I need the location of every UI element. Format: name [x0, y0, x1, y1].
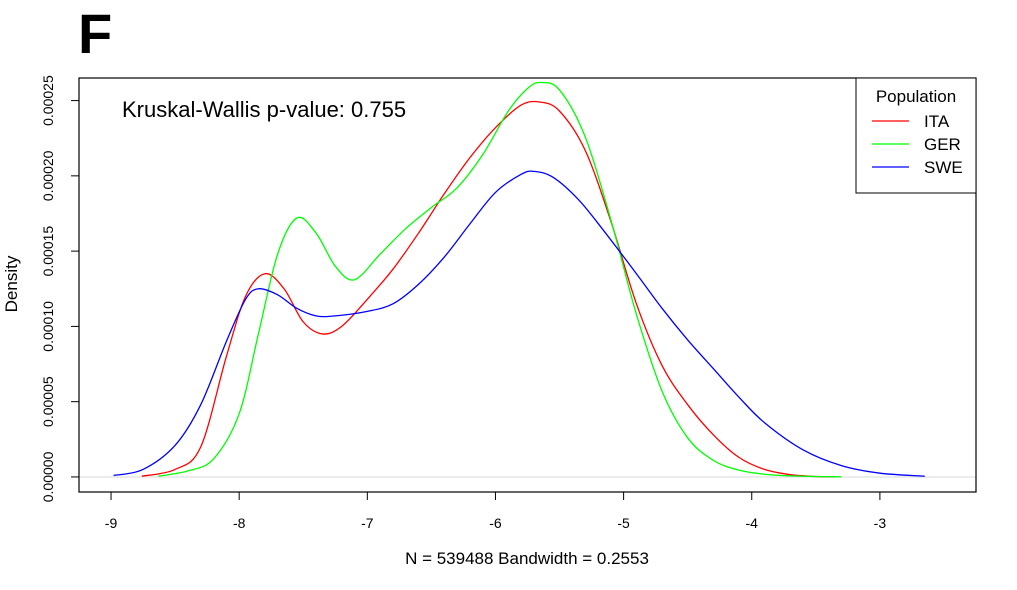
y-tick-label: 0.00025 [40, 75, 56, 126]
legend: Population ITA GER SWE [855, 77, 977, 194]
x-tick-label: -5 [617, 515, 630, 531]
y-tick-label: 0.00015 [40, 226, 56, 277]
x-tick-label: -9 [105, 515, 118, 531]
density-line-ger [158, 81, 842, 478]
y-axis-title: Density [2, 255, 21, 312]
legend-label-ita: ITA [924, 112, 950, 131]
legend-box [855, 77, 977, 194]
series-layer [113, 81, 925, 478]
kruskal-wallis-annotation: Kruskal-Wallis p-value: 0.755 [122, 97, 406, 122]
legend-title: Population [876, 87, 956, 106]
plot-border [78, 77, 977, 493]
x-tick-label: -8 [233, 515, 246, 531]
legend-label-swe: SWE [924, 158, 963, 177]
x-tick-label: -4 [746, 515, 759, 531]
y-tick-label: 0.00020 [40, 150, 56, 201]
y-tick-label: 0.00010 [40, 301, 56, 352]
y-axis: 0.00000 0.00005 0.00010 0.00015 0.00020 0.000… [40, 75, 80, 502]
legend-items: ITA GER SWE [872, 112, 963, 177]
panel-label: F [78, 2, 113, 65]
y-tick-label: 0.00005 [40, 376, 56, 427]
x-tick-label: -6 [489, 515, 502, 531]
x-axis: -9 -8 -7 -6 -5 -4 -3 [105, 491, 887, 531]
x-tick-label: -7 [361, 515, 374, 531]
x-axis-title: N = 539488 Bandwidth = 0.2553 [405, 549, 649, 568]
x-tick-label: -3 [874, 515, 887, 531]
legend-label-ger: GER [924, 135, 961, 154]
y-tick-label: 0.00000 [40, 451, 56, 502]
density-line-swe [113, 170, 925, 477]
density-line-ita [141, 100, 836, 478]
